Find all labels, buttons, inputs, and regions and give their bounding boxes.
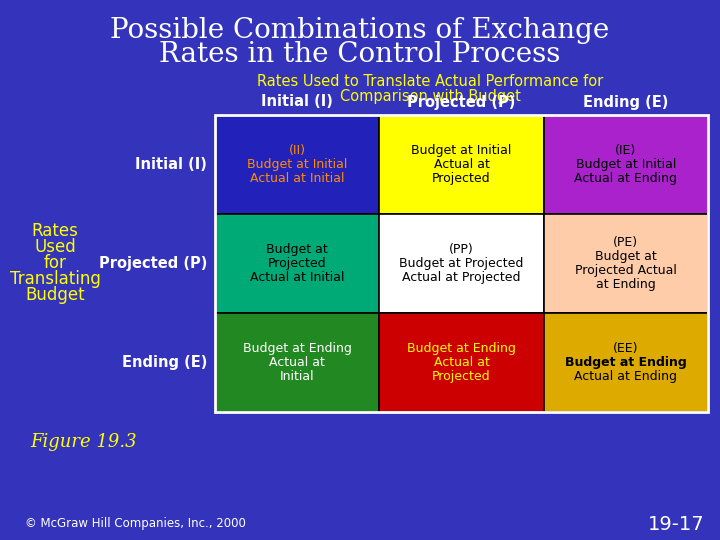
- Text: 19-17: 19-17: [649, 515, 705, 534]
- Text: Actual at Initial: Actual at Initial: [250, 172, 344, 185]
- Text: Projected (P): Projected (P): [99, 256, 207, 271]
- Text: (IE): (IE): [615, 144, 636, 157]
- Text: Actual at Ending: Actual at Ending: [575, 370, 678, 383]
- Text: Budget at Initial: Budget at Initial: [247, 158, 347, 171]
- Text: Projected: Projected: [432, 370, 491, 383]
- Bar: [215, 115, 379, 214]
- Text: Rates in the Control Process: Rates in the Control Process: [159, 42, 561, 69]
- Bar: [544, 313, 708, 412]
- Text: © McGraw Hill Companies, Inc., 2000: © McGraw Hill Companies, Inc., 2000: [25, 517, 246, 530]
- Text: Projected (P): Projected (P): [408, 94, 516, 110]
- Text: Budget: Budget: [25, 287, 85, 305]
- Text: Budget at Ending: Budget at Ending: [565, 356, 687, 369]
- Bar: [544, 214, 708, 313]
- Text: Budget at Ending: Budget at Ending: [243, 342, 351, 355]
- Bar: [215, 214, 379, 313]
- Bar: [379, 313, 544, 412]
- Text: Actual at Initial: Actual at Initial: [250, 271, 344, 284]
- Text: Initial: Initial: [280, 370, 315, 383]
- Text: for: for: [44, 254, 66, 273]
- Text: Projected: Projected: [432, 172, 491, 185]
- Text: Budget at: Budget at: [266, 243, 328, 256]
- Text: Initial (I): Initial (I): [261, 94, 333, 110]
- Bar: [215, 115, 708, 412]
- Text: Actual at: Actual at: [433, 158, 490, 171]
- Text: Initial (I): Initial (I): [135, 157, 207, 172]
- Text: Actual at Projected: Actual at Projected: [402, 271, 521, 284]
- Text: Comparison with Budget: Comparison with Budget: [340, 89, 521, 104]
- Text: Figure 19.3: Figure 19.3: [30, 433, 137, 451]
- Text: Projected Actual: Projected Actual: [575, 264, 677, 277]
- Text: (EE): (EE): [613, 342, 639, 355]
- Text: Projected: Projected: [268, 257, 326, 270]
- Text: Rates: Rates: [32, 222, 78, 240]
- Text: Actual at: Actual at: [269, 356, 325, 369]
- Text: Budget at Ending: Budget at Ending: [407, 342, 516, 355]
- Text: (II): (II): [289, 144, 306, 157]
- Text: Budget at Initial: Budget at Initial: [411, 144, 512, 157]
- Text: (PP): (PP): [449, 243, 474, 256]
- Bar: [379, 214, 544, 313]
- Bar: [215, 313, 379, 412]
- Text: Budget at Projected: Budget at Projected: [400, 257, 523, 270]
- Text: Actual at: Actual at: [433, 356, 490, 369]
- Bar: [379, 115, 544, 214]
- Text: Actual at Ending: Actual at Ending: [575, 172, 678, 185]
- Text: Budget at: Budget at: [595, 250, 657, 263]
- Text: Budget at Initial: Budget at Initial: [576, 158, 676, 171]
- Text: Rates Used to Translate Actual Performance for: Rates Used to Translate Actual Performan…: [257, 75, 603, 90]
- Text: Translating: Translating: [9, 271, 100, 288]
- Text: Ending (E): Ending (E): [122, 355, 207, 370]
- Text: Used: Used: [34, 239, 76, 256]
- Text: (PE): (PE): [613, 236, 639, 249]
- Bar: [544, 115, 708, 214]
- Text: Ending (E): Ending (E): [583, 94, 669, 110]
- Text: at Ending: at Ending: [596, 278, 656, 291]
- Text: Possible Combinations of Exchange: Possible Combinations of Exchange: [110, 17, 610, 44]
